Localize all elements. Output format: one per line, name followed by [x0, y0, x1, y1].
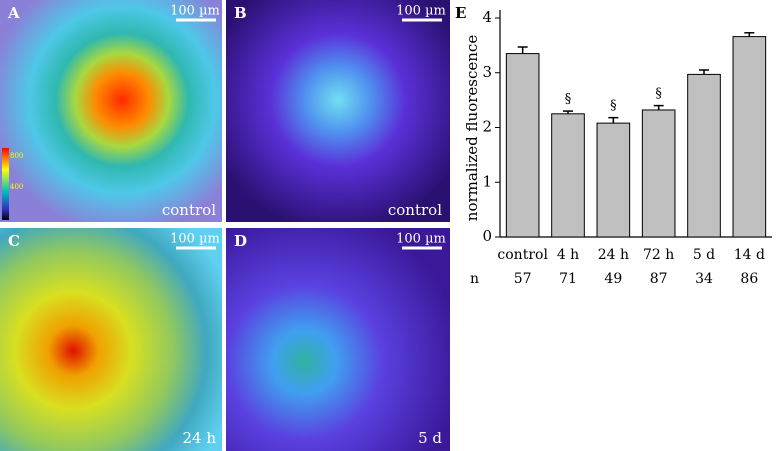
image-panel — [0, 228, 222, 451]
bar — [732, 36, 767, 238]
n-value: 34 — [695, 271, 713, 287]
n-value: 71 — [559, 271, 577, 287]
significance-marker: § — [610, 98, 617, 113]
panel-label: B — [234, 4, 247, 22]
caption: control — [388, 201, 442, 219]
y-tick-label: 4 — [482, 8, 492, 26]
n-value: 86 — [740, 271, 758, 287]
caption: 24 h — [182, 429, 216, 447]
significance-marker: § — [655, 86, 662, 101]
x-tick-label: 24 h — [598, 247, 629, 263]
bar — [505, 53, 540, 238]
panel-label: D — [234, 232, 247, 250]
y-axis-label: normalized fluorescence — [463, 35, 481, 222]
n-value: 87 — [650, 271, 668, 287]
image-panel — [0, 0, 222, 222]
x-tick-label: 72 h — [643, 247, 674, 263]
image-panel — [226, 0, 450, 222]
x-tick-label: control — [497, 247, 548, 263]
caption: control — [162, 201, 216, 219]
scale-label: 100 µm — [170, 4, 220, 19]
x-tick-label: 14 d — [734, 247, 765, 263]
caption: 5 d — [418, 429, 442, 447]
bar — [551, 113, 585, 238]
scale-label: 100 µm — [170, 232, 220, 247]
colorbar-label: 400 — [10, 183, 23, 191]
image-panel — [226, 228, 450, 451]
y-tick-label: 0 — [482, 227, 492, 245]
n-value: 57 — [514, 271, 532, 287]
colorbar — [2, 148, 9, 220]
y-tick-label: 3 — [482, 63, 492, 81]
y-tick-label: 1 — [482, 172, 492, 190]
colorbar-label: 800 — [10, 152, 23, 160]
bar — [641, 109, 676, 238]
n-label: n — [470, 271, 479, 287]
bar — [687, 73, 721, 238]
scale-label: 100 µm — [396, 232, 446, 247]
panel-label: A — [7, 4, 20, 22]
panel-label: C — [8, 232, 20, 250]
scale-label: 100 µm — [396, 4, 446, 19]
significance-marker: § — [565, 92, 572, 107]
panel-label: E — [455, 4, 466, 22]
x-tick-label: 4 h — [557, 247, 579, 263]
bar — [596, 122, 631, 238]
n-value: 49 — [604, 271, 622, 287]
y-tick-label: 2 — [482, 118, 492, 136]
x-tick-label: 5 d — [693, 247, 715, 263]
